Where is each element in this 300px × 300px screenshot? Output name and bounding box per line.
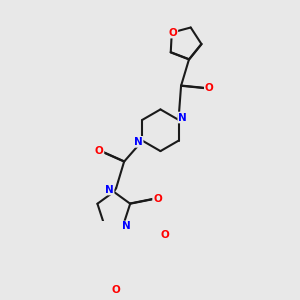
Text: O: O xyxy=(153,194,162,204)
Text: O: O xyxy=(169,28,177,38)
Text: N: N xyxy=(105,184,113,194)
Text: N: N xyxy=(178,112,187,122)
Text: O: O xyxy=(160,230,169,240)
Text: N: N xyxy=(122,221,130,232)
Text: O: O xyxy=(205,83,214,93)
Text: N: N xyxy=(134,137,142,147)
Text: O: O xyxy=(95,146,103,156)
Text: O: O xyxy=(112,285,120,295)
